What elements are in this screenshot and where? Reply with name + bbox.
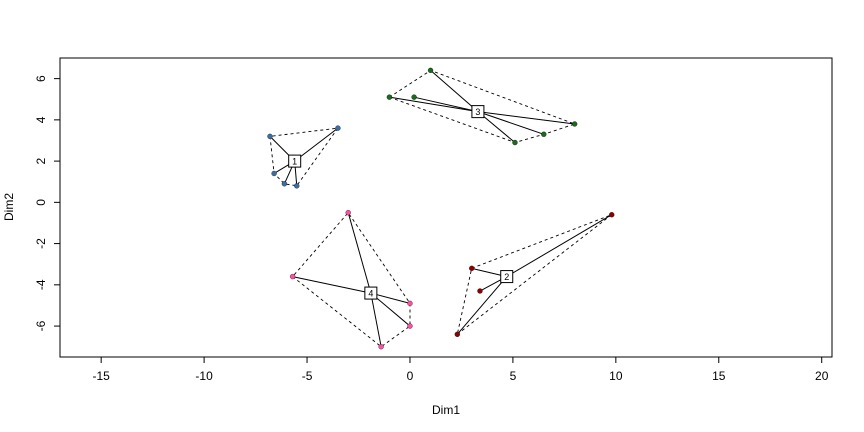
cluster-spoke xyxy=(430,69,479,112)
axes-layer: -15 -10 -5 0 5 10 15 20 -6 -4 -2 0 2 4 6 xyxy=(34,57,833,383)
cluster-spoke xyxy=(477,111,544,135)
centroid-marker xyxy=(500,270,514,284)
centroid-marker xyxy=(364,286,378,300)
data-point xyxy=(609,212,615,218)
y-tick-label: -4 xyxy=(34,279,48,290)
cluster-spoke xyxy=(456,276,508,335)
x-tick-label: 0 xyxy=(407,369,414,383)
cluster-spoke xyxy=(294,127,339,162)
cluster-spoke xyxy=(506,214,612,278)
cluster-spoke xyxy=(413,96,479,113)
plot-layer: 1 2 3 4 xyxy=(267,67,615,350)
cluster-spoke xyxy=(477,111,575,125)
x-axis-label: Dim1 xyxy=(432,403,460,417)
data-point xyxy=(541,131,547,137)
cluster-spoke xyxy=(389,96,478,113)
plot-frame xyxy=(59,57,833,358)
y-tick-label: 4 xyxy=(34,116,48,123)
data-point xyxy=(345,210,351,216)
data-point xyxy=(512,139,518,146)
y-tick-label: 6 xyxy=(34,75,48,82)
x-tick-label: 10 xyxy=(609,369,623,383)
x-tick-label: 5 xyxy=(510,369,517,383)
cluster-hull xyxy=(291,211,411,348)
cluster-spoke xyxy=(370,292,382,347)
data-point xyxy=(407,300,413,307)
cluster-3: 3 xyxy=(386,67,578,146)
cluster-4: 4 xyxy=(289,210,413,350)
cluster-hull xyxy=(456,214,612,336)
cluster-spoke xyxy=(292,276,371,294)
y-tick-label: -2 xyxy=(34,238,48,249)
data-point xyxy=(386,94,393,100)
data-point xyxy=(427,67,434,74)
cluster-spoke xyxy=(347,212,372,294)
x-tick-label: 15 xyxy=(712,369,726,383)
y-tick-label: -6 xyxy=(34,320,48,331)
data-point xyxy=(281,181,288,187)
data-point xyxy=(477,288,483,294)
data-point xyxy=(289,273,296,280)
cluster-spoke xyxy=(370,292,411,327)
data-point xyxy=(572,121,578,127)
data-point xyxy=(407,323,413,329)
x-tick-label: -10 xyxy=(195,369,213,383)
centroid-label: 2 xyxy=(504,272,509,282)
data-point xyxy=(469,265,475,271)
data-point xyxy=(411,94,417,100)
x-tick-label: 20 xyxy=(815,369,829,383)
centroid-label: 3 xyxy=(475,107,480,117)
data-point xyxy=(271,170,277,177)
y-tick-label: 0 xyxy=(34,199,48,206)
y-axis-label: Dim2 xyxy=(2,193,16,221)
data-point xyxy=(454,331,460,337)
x-tick-label: -5 xyxy=(302,369,313,383)
cluster-spoke xyxy=(370,292,411,304)
centroid-marker xyxy=(288,154,302,168)
centroid-label: 1 xyxy=(292,157,297,167)
data-point xyxy=(294,183,300,189)
data-point xyxy=(335,125,341,131)
centroid-label: 4 xyxy=(368,289,373,299)
y-tick-label: 2 xyxy=(34,157,48,164)
data-point xyxy=(378,344,384,350)
cluster-2: 2 xyxy=(454,212,615,337)
data-point xyxy=(267,133,273,140)
cluster-hull xyxy=(269,127,339,187)
centroid-marker xyxy=(471,105,485,119)
x-tick-label: -15 xyxy=(93,369,111,383)
cluster-1: 1 xyxy=(267,125,341,189)
